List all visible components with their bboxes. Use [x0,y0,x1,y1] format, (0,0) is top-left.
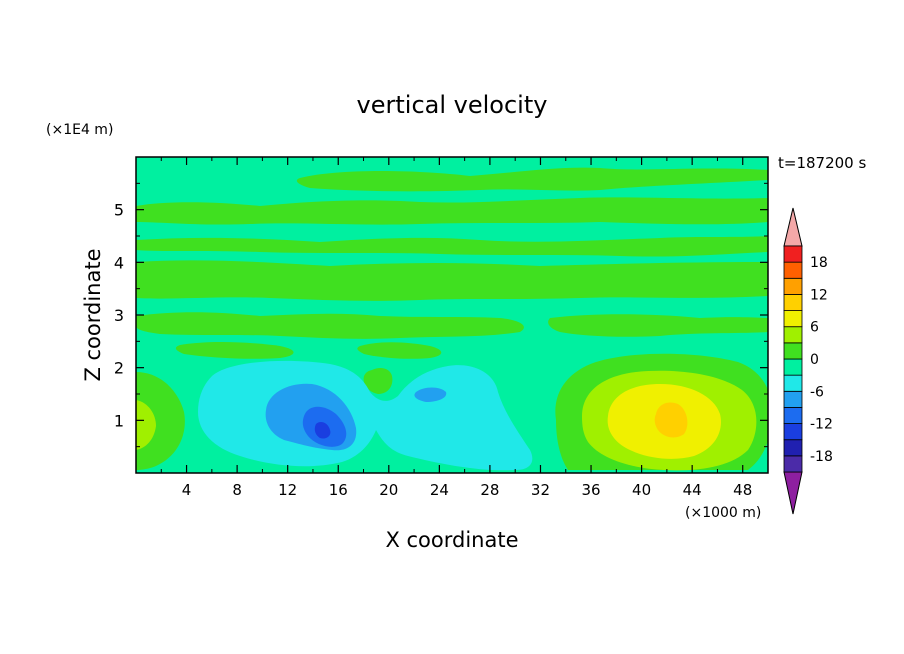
colorbar-tick-label: 18 [810,255,828,271]
colorbar-box [783,326,803,344]
x-tick-label: 44 [683,481,702,499]
x-tick-label: 32 [531,481,550,499]
y-axis: 1 2 3 4 5 [114,182,768,448]
colorbar-tick-label: -6 [810,384,824,400]
x-axis: 4 8 12 16 20 24 28 32 36 40 44 48 [160,157,752,499]
x-tick-label: 40 [632,481,651,499]
colorbar-box [783,294,803,311]
y-tick-label: 1 [114,411,124,430]
colorbar-box [783,310,803,328]
x-tick-label: 24 [430,481,449,499]
colorbar: 18 12 6 0 -6 -12 -18 [783,207,833,515]
colorbar-tick-label: -18 [810,449,833,465]
x-tick-label: 12 [278,481,297,499]
colorbar-box [783,423,803,441]
x-tick-label: 16 [329,481,348,499]
time-label: t=187200 s [778,154,866,172]
contour-field [136,157,768,473]
contour-bands-upper [136,167,768,394]
x-axis-label: X coordinate [385,528,518,552]
contour-updraft-left-core [136,400,156,450]
y-axis-label: Z coordinate [81,248,105,381]
x-tick-label: 28 [480,481,499,499]
colorbar-tick-label: 0 [810,352,819,368]
y-unit-label: (×1E4 m) [46,122,113,138]
contour-updraft-left-outer [136,372,185,470]
x-tick-label: 48 [733,481,752,499]
colorbar-box [783,358,803,376]
y-tick-label: 2 [114,359,124,378]
colorbar-box [783,245,803,263]
y-tick-label: 3 [114,306,124,325]
colorbar-box [783,342,803,360]
colorbar-box [783,277,803,295]
colorbar-tick-label: 12 [810,287,828,303]
colorbar-tick-label: 6 [810,320,819,336]
y-tick-label: 4 [114,253,124,272]
contour-updraft-core [654,402,688,438]
contour-downdraft-secondary [414,387,447,402]
contour-downdraft-outer [198,360,533,471]
x-tick-label: 8 [232,481,242,499]
colorbar-box [783,407,803,424]
contour-downdraft-core [314,422,331,439]
x-unit-label: (×1000 m) [685,505,761,521]
colorbar-box [783,390,803,408]
colorbar-tick-label: -12 [810,417,833,433]
chart-title: vertical velocity [357,91,548,119]
colorbar-box [783,374,803,392]
x-tick-label: 36 [581,481,600,499]
colorbar-box [783,455,803,473]
y-tick-label: 5 [114,201,124,220]
colorbar-bottom-arrow [783,471,803,515]
x-tick-label: 20 [379,481,398,499]
colorbar-box [783,261,803,279]
colorbar-box [783,439,803,457]
colorbar-top-arrow [783,207,803,247]
x-tick-label: 4 [182,481,192,499]
